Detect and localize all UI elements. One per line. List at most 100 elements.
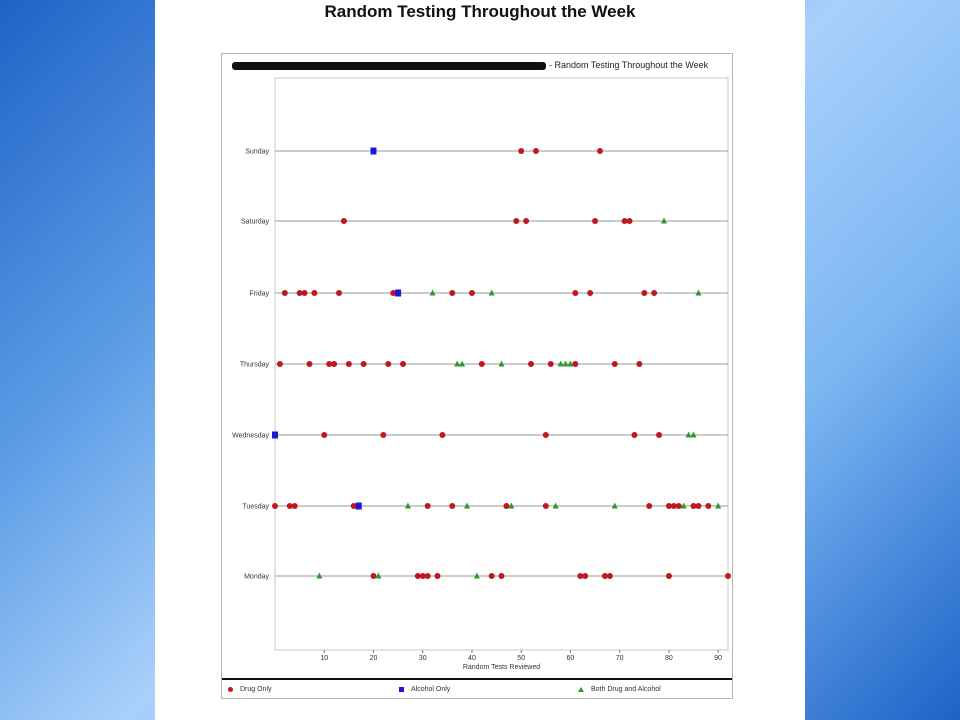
drug-only-point: [291, 503, 298, 509]
slide-title: Random Testing Throughout the Week: [324, 2, 636, 21]
x-tick-label: 90: [714, 655, 722, 662]
x-tick-label: 50: [517, 655, 525, 662]
both-point: [488, 289, 495, 296]
drug-only-point: [390, 290, 397, 296]
drug-only-point: [439, 432, 446, 438]
drug-only-point: [449, 290, 456, 296]
drug-only-point: [587, 290, 594, 296]
y-tick-label: Tuesday: [242, 504, 269, 511]
drug-only-point: [606, 573, 613, 579]
drug-only-point: [326, 361, 333, 367]
drug-only-point: [400, 361, 407, 367]
x-tick-label: 10: [320, 655, 328, 662]
drug-only-point: [414, 573, 421, 579]
drug-only-point: [424, 503, 431, 509]
both-point: [498, 360, 505, 367]
both-point: [680, 502, 687, 509]
drug-only-point: [523, 218, 530, 224]
drug-only-point: [572, 361, 579, 367]
drug-only-point: [281, 290, 288, 296]
both-point: [404, 502, 411, 509]
legend-label-drug: Drug Only: [240, 686, 272, 693]
slide: Random Testing Throughout the Week - Ran…: [155, 0, 805, 720]
both-point: [552, 502, 559, 509]
drug-only-point: [434, 573, 441, 579]
drug-only-point: [651, 290, 658, 296]
alcohol-marker-icon: [399, 686, 404, 692]
drug-only-point: [311, 290, 318, 296]
both-point: [429, 289, 436, 296]
chart-title: - Random Testing Throughout the Week: [232, 60, 730, 74]
drug-only-point: [547, 361, 554, 367]
drug-only-point: [468, 290, 475, 296]
drug-only-point: [286, 503, 293, 509]
drug-only-point: [675, 503, 682, 509]
both-point: [464, 502, 471, 509]
drug-only-point: [380, 432, 387, 438]
x-tick-label: 40: [468, 655, 476, 662]
drug-only-point: [572, 290, 579, 296]
drug-only-point: [336, 290, 343, 296]
drug-only-point: [542, 503, 549, 509]
chart-title-text: - Random Testing Throughout the Week: [549, 60, 709, 70]
drug-only-point: [582, 573, 589, 579]
legend-item-alcohol: Alcohol Only: [399, 686, 450, 693]
drug-only-point: [626, 218, 633, 224]
drug-only-point: [449, 503, 456, 509]
both-point: [690, 431, 697, 438]
both-point: [375, 572, 382, 579]
drug-only-point: [665, 503, 672, 509]
drug-only-point: [301, 290, 308, 296]
drug-only-point: [360, 361, 367, 367]
legend-item-drug: Drug Only: [228, 686, 272, 693]
both-point: [562, 360, 569, 367]
drug-marker-icon: [228, 686, 233, 692]
both-point: [685, 431, 692, 438]
drug-only-point: [601, 573, 608, 579]
both-point: [660, 217, 667, 224]
drug-only-point: [690, 503, 697, 509]
both-point: [695, 289, 702, 296]
scatter-plot: Monday Tuesday Wednesday Thursday Friday Satu…: [232, 77, 731, 671]
drug-only-point: [513, 218, 520, 224]
drug-only-point: [385, 361, 392, 367]
x-tick-label: 60: [567, 655, 575, 662]
y-tick-label: Thursday: [240, 362, 270, 369]
drug-only-point: [340, 218, 347, 224]
both-point: [454, 360, 461, 367]
drug-only-point: [577, 573, 584, 579]
y-tick-label: Sunday: [245, 149, 269, 156]
both-point: [459, 360, 466, 367]
drug-only-point: [321, 432, 328, 438]
both-point: [508, 502, 515, 509]
drug-only-point: [532, 148, 539, 154]
y-tick-label: Monday: [244, 574, 269, 581]
both-point: [316, 572, 323, 579]
y-tick-label: Wednesday: [232, 433, 269, 440]
both-marker-icon: [578, 686, 584, 692]
redacted-title-block: [232, 61, 546, 70]
drug-only-point: [424, 573, 431, 579]
drug-only-point: [498, 573, 505, 579]
drug-only-point: [665, 573, 672, 579]
drug-only-point: [542, 432, 549, 438]
drug-only-point: [518, 148, 525, 154]
alcohol-only-point: [355, 502, 362, 510]
both-point: [557, 360, 564, 367]
drug-only-point: [596, 148, 603, 154]
drug-only-point: [641, 290, 648, 296]
drug-only-point: [419, 573, 426, 579]
both-point: [715, 502, 722, 509]
y-tick-label: Friday: [250, 291, 270, 298]
drug-only-point: [528, 361, 535, 367]
drug-only-point: [331, 361, 338, 367]
drug-only-point: [296, 290, 303, 296]
drug-only-point: [350, 503, 357, 509]
drug-only-point: [478, 361, 485, 367]
y-tick-label: Saturday: [241, 219, 270, 226]
x-tick-label: 70: [616, 655, 624, 662]
both-point: [611, 502, 618, 509]
alcohol-only-point: [272, 431, 278, 439]
drug-only-point: [345, 361, 352, 367]
drug-only-point: [646, 503, 653, 509]
